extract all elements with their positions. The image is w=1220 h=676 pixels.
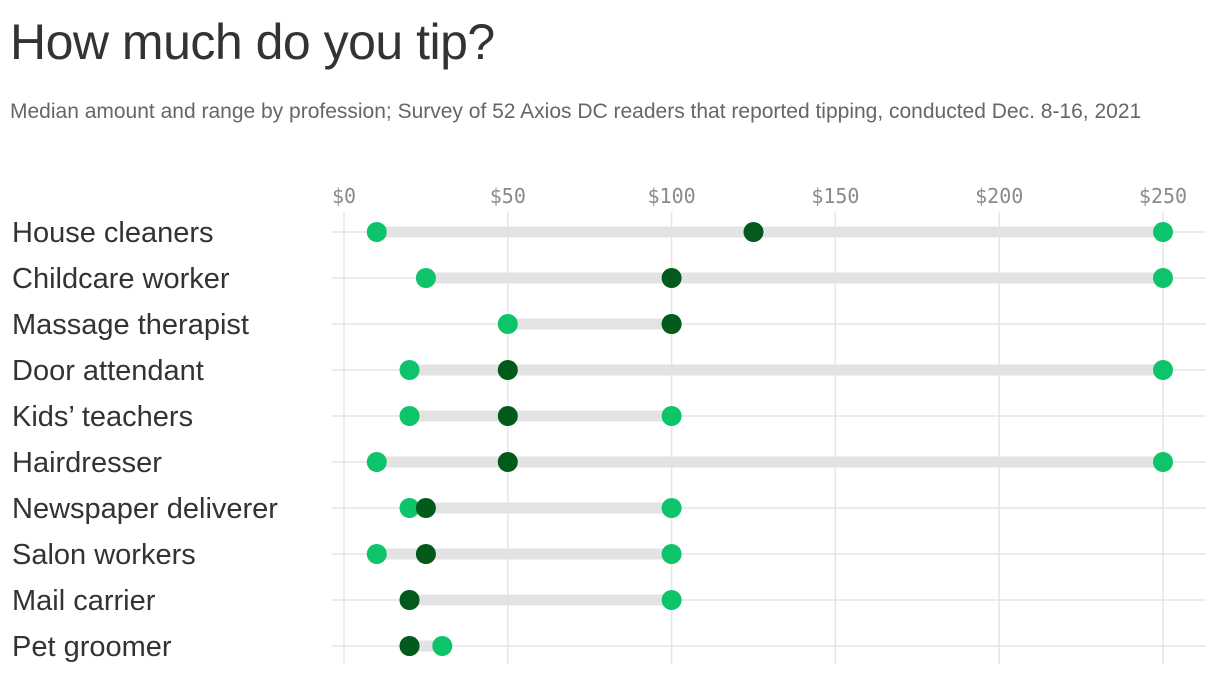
category-label: Door attendant (12, 355, 204, 387)
category-label: Kids’ teachers (12, 401, 193, 433)
min-dot (366, 544, 387, 564)
category-label: Salon workers (12, 539, 196, 571)
chart-subtitle: Median amount and range by profession; S… (10, 100, 1142, 123)
chart-title: How much do you tip? (10, 14, 495, 70)
min-dot (399, 406, 420, 426)
median-dot (497, 360, 518, 380)
median-dot (399, 590, 420, 610)
median-dot (661, 314, 682, 334)
max-dot (661, 544, 682, 564)
x-tick-label: $250 (1139, 184, 1187, 208)
median-dot (415, 498, 436, 518)
median-dot (497, 452, 518, 472)
max-dot (661, 498, 682, 518)
x-tick-label: $150 (811, 184, 859, 208)
min-dot (366, 222, 387, 242)
min-dot (366, 452, 387, 472)
category-label: Pet groomer (12, 631, 172, 663)
category-label: Massage therapist (12, 309, 249, 341)
range-bars (376, 226, 1163, 652)
category-label: Childcare worker (12, 263, 230, 295)
category-label: House cleaners (12, 217, 214, 249)
category-label: Newspaper deliverer (12, 493, 278, 525)
min-dot (497, 314, 518, 334)
x-tick-label: $0 (332, 184, 356, 208)
x-tick-label: $100 (648, 184, 696, 208)
labels: $0 $50 $100 $150 $200 $250 House cleaners Child… (12, 184, 1187, 663)
min-dot (415, 268, 436, 288)
median-dot (743, 222, 764, 242)
x-tick-label: $50 (490, 184, 526, 208)
category-label: Mail carrier (12, 585, 156, 617)
max-dot (1153, 222, 1173, 242)
max-dot (661, 406, 682, 426)
max-dot (1153, 268, 1173, 288)
median-dot (497, 406, 518, 426)
x-tick-label: $200 (975, 184, 1023, 208)
median-dot (415, 544, 436, 564)
max-dot (432, 636, 453, 656)
median-dot (661, 268, 682, 288)
min-dot (399, 360, 420, 380)
median-dot (399, 636, 420, 656)
dots (366, 222, 1173, 656)
category-label: Hairdresser (12, 447, 162, 479)
max-dot (1153, 360, 1173, 380)
min-dot (399, 498, 420, 518)
max-dot (661, 590, 682, 610)
max-dot (1153, 452, 1173, 472)
